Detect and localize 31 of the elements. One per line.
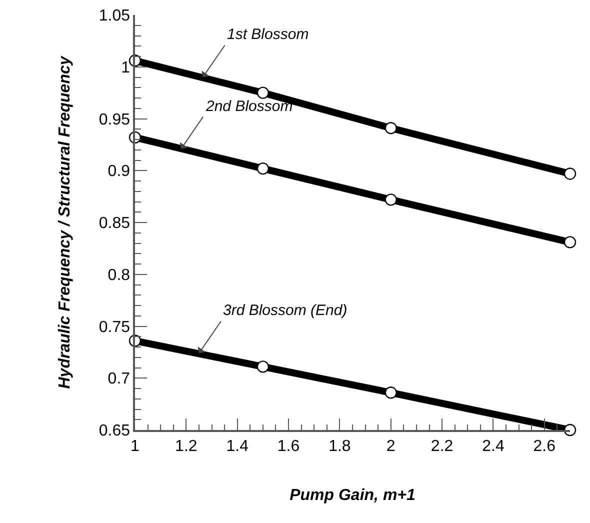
point bbox=[384, 386, 397, 399]
x-tick-label: 2.2 bbox=[430, 438, 454, 455]
x-tick-label: 1.2 bbox=[175, 438, 198, 455]
annotation: 1st Blossom bbox=[227, 26, 309, 43]
x-tick-label: 1.8 bbox=[328, 438, 351, 455]
y-tick-label: 0.8 bbox=[108, 266, 130, 284]
point bbox=[564, 236, 576, 248]
annotation: 3rd Blossom (End) bbox=[223, 302, 348, 319]
x-tick-label: 1.4 bbox=[226, 438, 249, 455]
point bbox=[564, 424, 576, 436]
x-axis-title: Pump Gain, m+1 bbox=[290, 487, 416, 504]
x-tick-label: 2 bbox=[386, 438, 396, 455]
x-tick-label: 2.4 bbox=[482, 438, 504, 455]
y-tick-label: 1 bbox=[121, 59, 130, 76]
point bbox=[256, 86, 270, 99]
x-tick-label: 1.6 bbox=[277, 438, 300, 455]
point bbox=[564, 168, 576, 180]
y-tick-label: 0.7 bbox=[108, 370, 130, 388]
y-tick-label: 0.75 bbox=[98, 318, 130, 336]
y-tick-label: 0.85 bbox=[98, 215, 130, 232]
y-axis-title: Hydraulic Frequency / Structural Frequency bbox=[56, 55, 74, 389]
y-tick-label: 0.65 bbox=[98, 422, 130, 440]
y-tick-label: 1.05 bbox=[98, 8, 130, 25]
x-tick-label: 2.6 bbox=[533, 438, 556, 455]
point bbox=[256, 360, 270, 373]
y-tick-label: 0.9 bbox=[108, 163, 130, 180]
y-tick-label: 0.95 bbox=[98, 111, 130, 128]
annotation: 2nd Blossom bbox=[205, 98, 293, 115]
point bbox=[384, 122, 397, 134]
point bbox=[384, 194, 397, 206]
point bbox=[256, 162, 270, 175]
